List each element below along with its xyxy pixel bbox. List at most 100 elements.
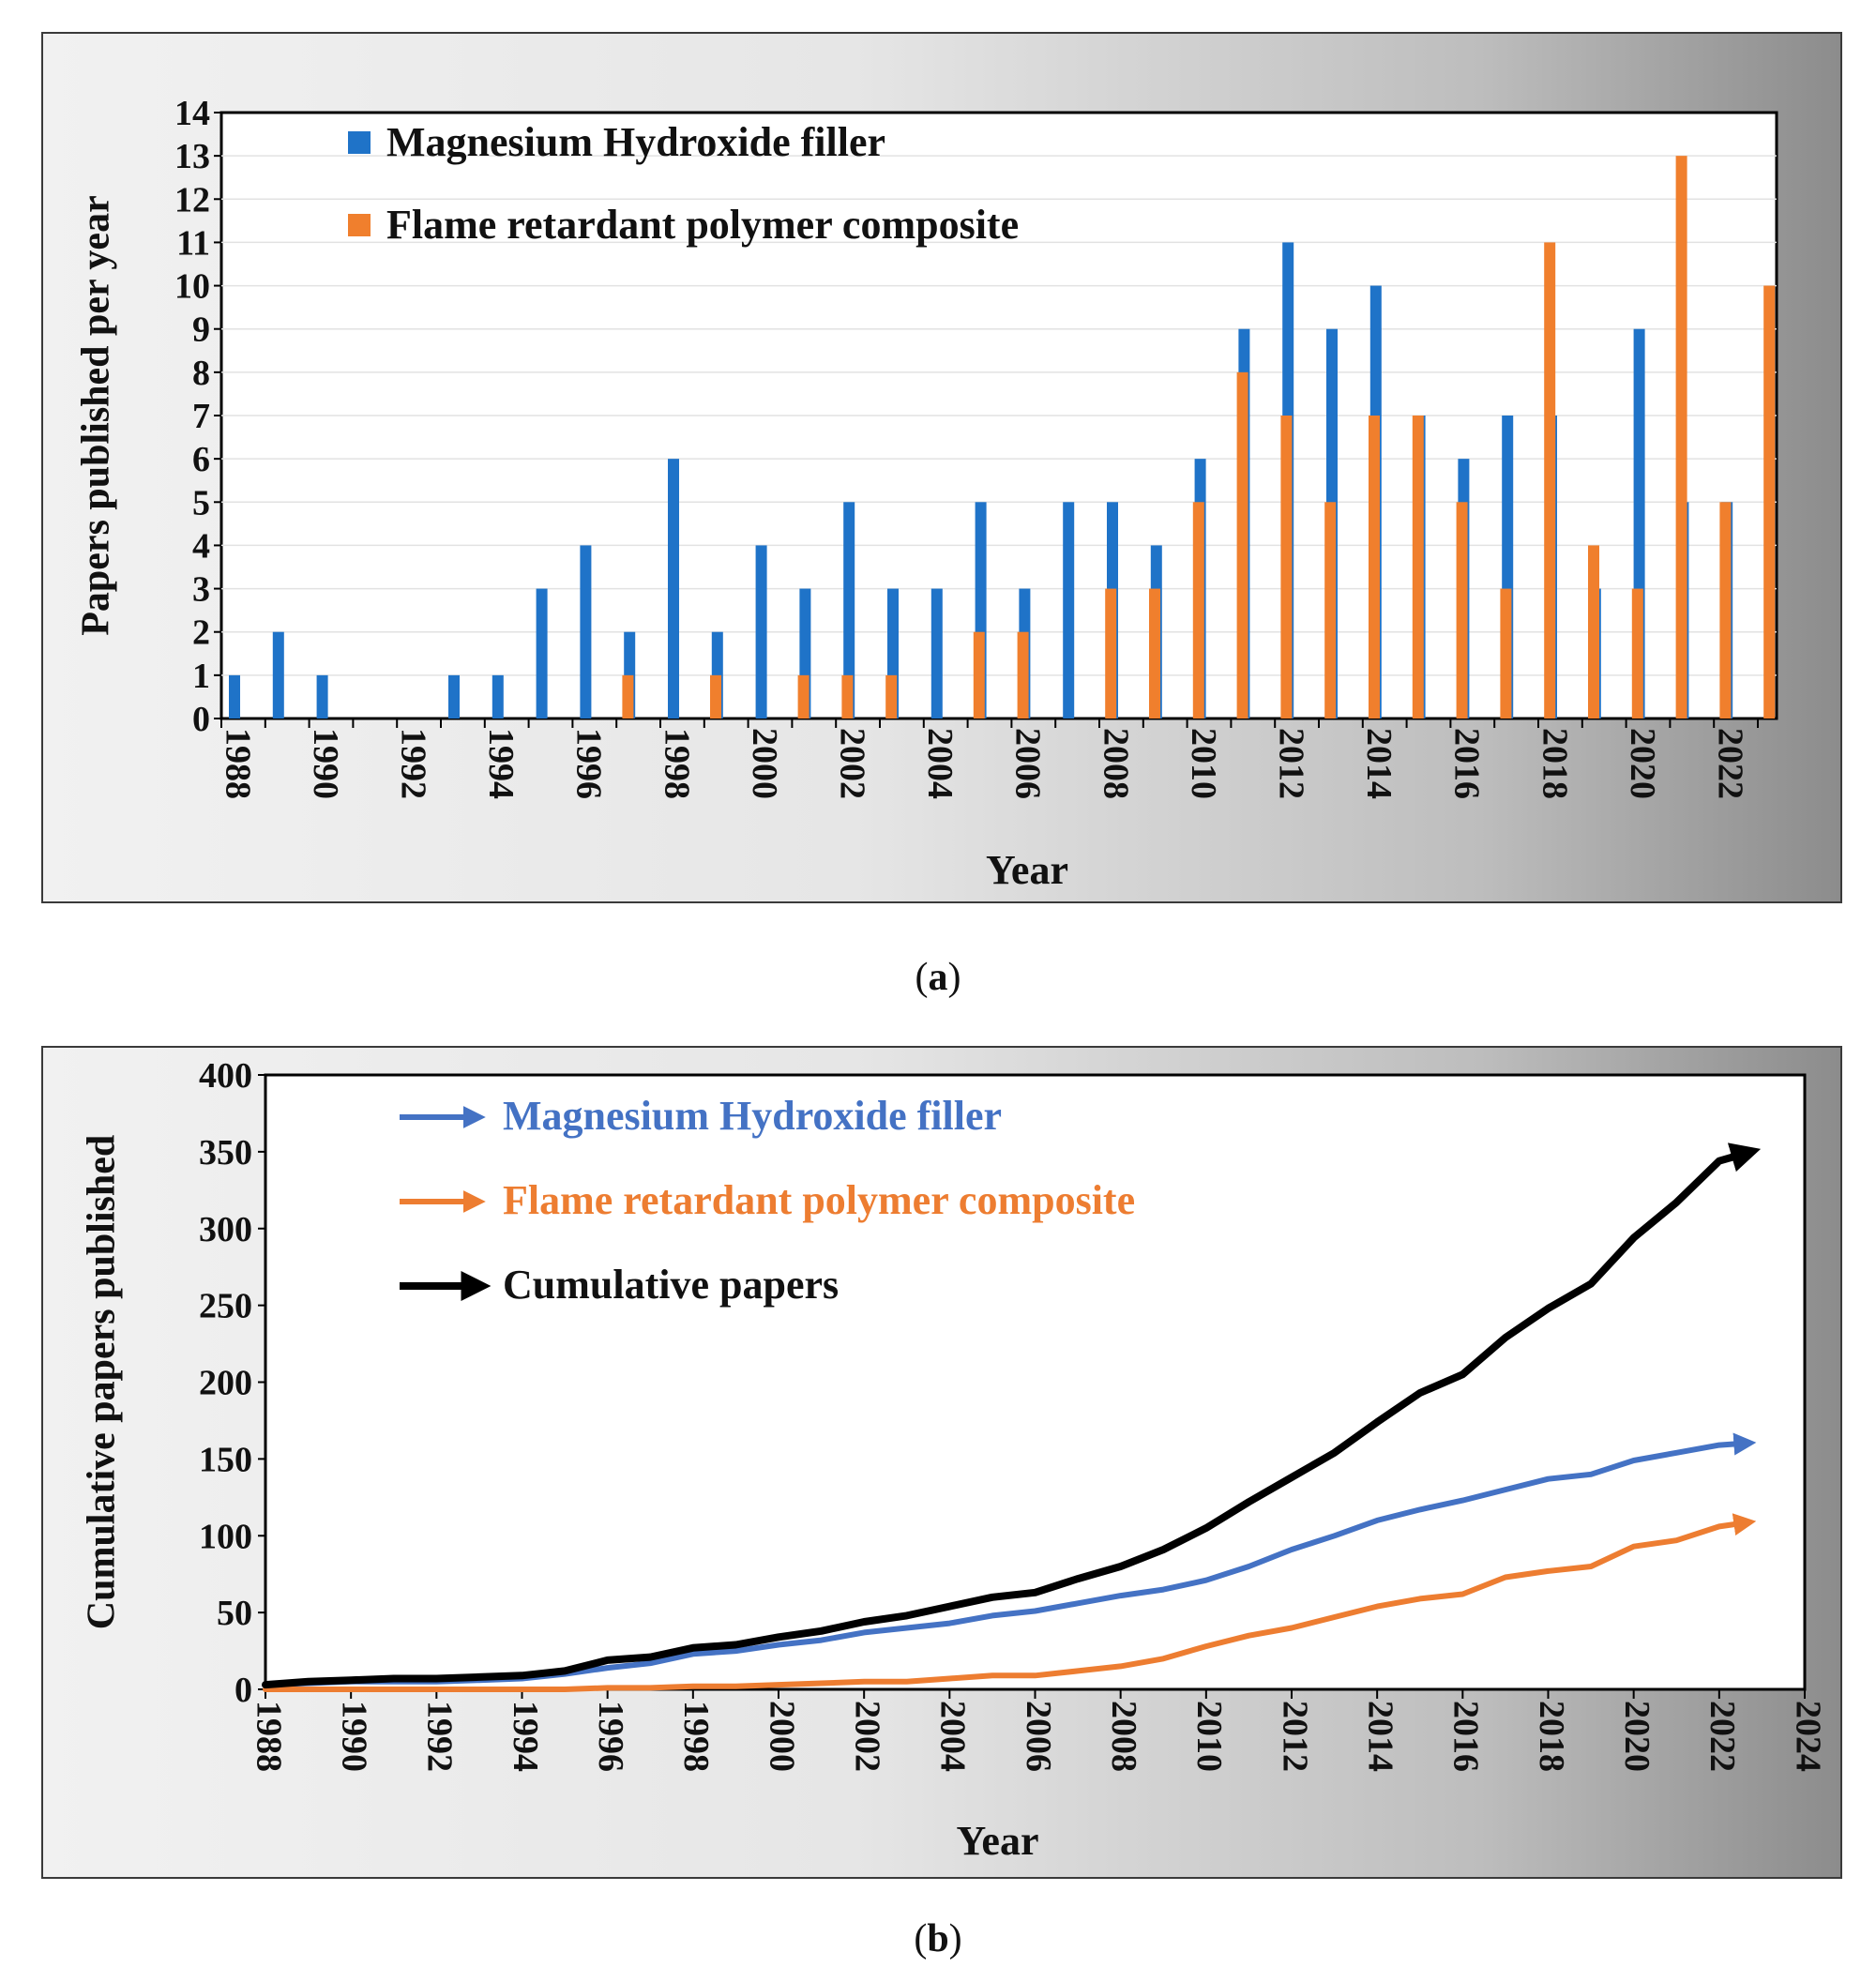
bar-flame-retardant (1456, 502, 1468, 719)
x-tick-label: 2022 (1702, 1701, 1742, 1772)
bar-flame-retardant (1412, 416, 1424, 719)
bar-flame-retardant (710, 674, 721, 719)
bar-mg-hydroxide (668, 459, 679, 719)
y-tick-label: 5 (192, 483, 210, 522)
bar-flame-retardant (1675, 156, 1687, 719)
bar-flame-retardant (1631, 588, 1643, 719)
y-tick-label: 1 (192, 657, 210, 696)
x-tick-label: 2012 (1271, 728, 1310, 799)
x-tick-label: 2020 (1623, 728, 1662, 799)
y-tick-label: 0 (192, 700, 210, 739)
bar-flame-retardant (1719, 502, 1732, 719)
caption-b: (b) (914, 1917, 962, 1960)
x-tick-label: 1998 (657, 728, 696, 799)
legend-label: Flame retardant polymer composite (386, 202, 1019, 248)
y-tick-label: 4 (192, 526, 210, 566)
x-tick-label: 1992 (420, 1701, 460, 1772)
legend-label: Magnesium Hydroxide filler (503, 1093, 1002, 1139)
y-tick-label: 11 (176, 223, 210, 263)
y-tick-label: 400 (199, 1056, 252, 1096)
x-tick-label: 1996 (569, 728, 609, 799)
bar-flame-retardant (1280, 416, 1293, 719)
y-tick-label: 9 (192, 310, 210, 350)
bar-flame-retardant (1017, 631, 1029, 719)
x-tick-label: 2004 (920, 728, 960, 799)
bar-flame-retardant (1500, 588, 1512, 719)
x-tick-label: 2018 (1532, 1701, 1571, 1772)
y-tick-label: 50 (217, 1594, 252, 1633)
y-tick-label: 200 (199, 1364, 252, 1403)
bar-mg-hydroxide (843, 502, 855, 719)
x-tick-label: 2022 (1710, 728, 1749, 799)
y-tick-label: 7 (192, 397, 210, 436)
bar-flame-retardant (1763, 285, 1776, 719)
y-tick-label: 10 (174, 267, 210, 307)
y-tick-label: 250 (199, 1287, 252, 1326)
bar-flame-retardant (1105, 588, 1117, 719)
plot-area (264, 1073, 1807, 1691)
x-tick-label: 1990 (334, 1701, 373, 1772)
legend-label: Flame retardant polymer composite (503, 1177, 1135, 1223)
x-tick-label: 2014 (1360, 1701, 1399, 1772)
bar-mg-hydroxide (580, 545, 592, 719)
x-tick-label: 1994 (506, 1701, 545, 1772)
y-tick-label: 0 (234, 1671, 252, 1710)
caption-a: (a) (915, 956, 961, 999)
bar-flame-retardant (622, 674, 634, 719)
y-tick-label: 14 (174, 94, 210, 133)
x-tick-label: 1988 (249, 1701, 288, 1772)
legend-label: Magnesium Hydroxide filler (386, 119, 885, 165)
legend-label: Cumulative papers (503, 1262, 839, 1308)
legend-swatch (348, 131, 371, 154)
y-tick-label: 3 (192, 570, 210, 610)
line-cumulative (262, 1142, 1762, 1689)
bar-mg-hydroxide (755, 545, 767, 719)
y-tick-label: 12 (174, 180, 210, 219)
bar-flame-retardant (797, 674, 809, 719)
x-tick-label: 2006 (1019, 1701, 1058, 1772)
bar-mg-hydroxide (316, 674, 328, 719)
bar-flame-retardant (841, 674, 854, 719)
x-tick-label: 2020 (1617, 1701, 1657, 1772)
x-tick-label: 2002 (832, 728, 871, 799)
x-tick-label: 1996 (591, 1701, 630, 1772)
x-tick-label: 2006 (1008, 728, 1048, 799)
x-tick-label: 2004 (933, 1701, 973, 1772)
x-tick-label: 2010 (1189, 1701, 1229, 1772)
line-chart-svg: 0 50 100 150 200 250 300 350 400 1988 1990 1992 1994… (81, 1056, 1828, 1864)
bar-mg-hydroxide (448, 674, 460, 719)
x-axis-title: Year (986, 847, 1068, 893)
legend-swatch (348, 214, 371, 236)
bar-flame-retardant (1236, 371, 1248, 719)
bar-mg-hydroxide (536, 588, 548, 719)
y-tick-label: 100 (199, 1517, 252, 1556)
x-tick-label: 1990 (306, 728, 345, 799)
x-axis-title: Year (957, 1818, 1039, 1864)
line-flame-retardant (263, 1513, 1757, 1692)
y-tick-label: 150 (199, 1440, 252, 1479)
x-tick-label: 1992 (393, 728, 432, 799)
bar-mg-hydroxide (1063, 502, 1075, 719)
x-tick-label: 2000 (745, 728, 784, 799)
bar-mg-hydroxide (272, 631, 284, 719)
y-tick-label: 6 (192, 440, 210, 479)
bar-flame-retardant (1369, 416, 1380, 719)
x-tick-label: 2016 (1446, 1701, 1486, 1772)
bar-flame-retardant (1192, 502, 1204, 719)
bar-flame-retardant (1588, 545, 1599, 719)
bar-mg-hydroxide (229, 674, 240, 719)
x-tick-label: 2018 (1535, 728, 1574, 799)
x-tick-label: 1998 (676, 1701, 716, 1772)
x-tick-label: 2008 (1096, 728, 1135, 799)
caption-a-letter: a (928, 956, 948, 999)
x-tick-label: 2024 (1788, 1701, 1827, 1772)
chart-panel-b: 0 50 100 150 200 250 300 350 400 1988 1990 1992 1994… (41, 1046, 1842, 1879)
x-tick-label: 2002 (847, 1701, 886, 1772)
chart-panel-a: 0 1 2 3 4 5 6 7 8 9 10 11 12 13 14 1988 1990 1992 1994 1996… (41, 32, 1842, 903)
y-tick-label: 13 (174, 137, 210, 176)
bar-mg-hydroxide (930, 588, 943, 719)
y-axis-title: Papers published per year (75, 195, 118, 635)
x-tick-label: 2010 (1184, 728, 1223, 799)
x-tick-label: 2016 (1447, 728, 1487, 799)
bar-flame-retardant (1324, 502, 1337, 719)
